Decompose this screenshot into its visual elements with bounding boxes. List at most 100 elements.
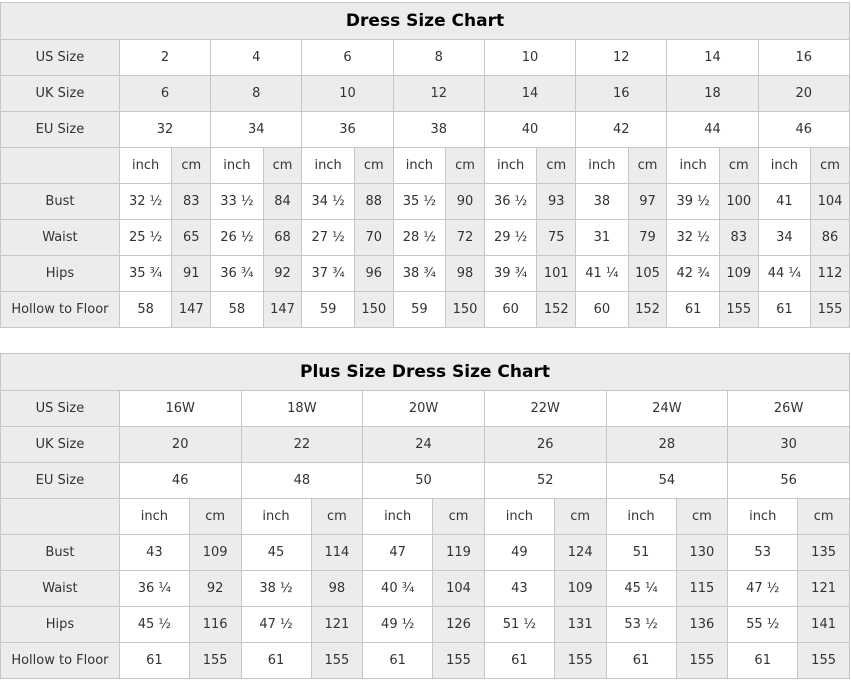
measure-row: Hollow to Floor 61 155 61 155 61 155 61 155 61 155… (0, 642, 850, 679)
size-row: US Size 2 4 6 8 10 12 14 16 (0, 39, 851, 76)
size-value-cell: 12 (575, 39, 668, 76)
measure-inch-cell: 47 ½ (727, 570, 799, 607)
size-value-cell: 56 (727, 462, 850, 499)
measure-cm-cell: 114 (310, 534, 364, 571)
measure-cm-cell: 104 (432, 570, 485, 607)
unit-row-label (0, 498, 120, 535)
measure-inch-cell: 38 ½ (240, 570, 312, 607)
measure-cm-cell: 84 (262, 183, 303, 220)
size-value-cell: 44 (666, 111, 759, 148)
measure-inch-cell: 47 ½ (240, 606, 312, 643)
measure-cm-cell: 155 (718, 291, 759, 328)
size-value-cell: 20 (118, 426, 242, 463)
measure-cm-cell: 109 (718, 255, 759, 292)
size-value-cell: 16W (118, 390, 242, 427)
measure-inch-cell: 61 (118, 642, 190, 679)
chart-title: Plus Size Dress Size Chart (0, 353, 850, 391)
measure-inch-cell: 36 ¾ (210, 255, 264, 292)
size-row: UK Size 6 8 10 12 14 16 18 20 (0, 75, 851, 112)
measure-row: Bust 32 ½ 83 33 ½ 84 34 ½ 88 35 ½ 90 36 ½ 93 38 97 39… (0, 183, 850, 220)
size-value-cell: 28 (605, 426, 729, 463)
measure-inch-cell: 39 ¾ (483, 255, 538, 292)
unit-cm-cell: cm (810, 147, 850, 184)
unit-inch-cell: inch (362, 498, 434, 535)
measure-inch-cell: 42 ¾ (666, 255, 720, 292)
measure-cm-cell: 136 (675, 606, 729, 643)
measure-cm-cell: 112 (810, 255, 850, 292)
measure-cm-cell: 100 (718, 183, 759, 220)
size-value-cell: 26 (483, 426, 607, 463)
measure-cm-cell: 131 (553, 606, 607, 643)
row-label: Hips (0, 606, 120, 643)
unit-cm-cell: cm (627, 147, 668, 184)
measure-cm-cell: 98 (445, 255, 485, 292)
measure-row: Waist 36 ¼ 92 38 ½ 98 40 ¾ 104 43 109 45 ¼ 115 47 ½… (0, 570, 850, 607)
measure-inch-cell: 26 ½ (210, 219, 264, 256)
chart-title: Dress Size Chart (0, 2, 850, 40)
measure-inch-cell: 59 (301, 291, 355, 328)
measure-inch-cell: 61 (605, 642, 677, 679)
row-label: US Size (0, 39, 120, 76)
measure-cm-cell: 101 (536, 255, 577, 292)
measure-row: Bust 43 109 45 114 47 119 49 124 51 130 53 135 (0, 534, 850, 571)
measure-inch-cell: 28 ½ (392, 219, 447, 256)
size-value-cell: 30 (727, 426, 850, 463)
measure-cm-cell: 79 (627, 219, 668, 256)
size-value-cell: 38 (392, 111, 485, 148)
size-value-cell: 10 (483, 39, 577, 76)
size-value-cell: 18 (666, 75, 759, 112)
unit-cm-cell: cm (718, 147, 759, 184)
size-value-cell: 4 (210, 39, 303, 76)
measure-inch-cell: 38 (575, 183, 629, 220)
chart-title-row: Dress Size Chart (0, 2, 850, 40)
measure-inch-cell: 61 (666, 291, 720, 328)
measure-cm-cell: 124 (553, 534, 607, 571)
measure-cm-cell: 150 (353, 291, 394, 328)
measure-inch-cell: 41 (757, 183, 812, 220)
row-label: Bust (0, 534, 120, 571)
unit-inch-cell: inch (666, 147, 720, 184)
chart-title-row: Plus Size Dress Size Chart (0, 353, 850, 391)
measure-cm-cell: 83 (718, 219, 759, 256)
measure-inch-cell: 60 (575, 291, 629, 328)
measure-cm-cell: 150 (445, 291, 485, 328)
measure-inch-cell: 47 (362, 534, 434, 571)
measure-cm-cell: 126 (432, 606, 485, 643)
measure-inch-cell: 35 ½ (392, 183, 447, 220)
size-value-cell: 8 (210, 75, 303, 112)
measure-inch-cell: 55 ½ (727, 606, 799, 643)
measure-cm-cell: 104 (810, 183, 850, 220)
measure-inch-cell: 44 ¼ (757, 255, 812, 292)
measure-inch-cell: 36 ¼ (118, 570, 190, 607)
measure-inch-cell: 61 (240, 642, 312, 679)
unit-inch-cell: inch (301, 147, 355, 184)
measure-inch-cell: 40 ¾ (362, 570, 434, 607)
size-value-cell: 16 (575, 75, 668, 112)
measure-inch-cell: 49 ½ (362, 606, 434, 643)
unit-inch-cell: inch (118, 498, 190, 535)
measure-cm-cell: 70 (353, 219, 394, 256)
row-label: US Size (0, 390, 120, 427)
measure-cm-cell: 152 (627, 291, 668, 328)
unit-cm-cell: cm (553, 498, 607, 535)
measure-cm-cell: 155 (810, 291, 850, 328)
measure-inch-cell: 35 ¾ (118, 255, 173, 292)
table-gap (0, 328, 851, 353)
size-value-cell: 14 (666, 39, 759, 76)
measure-cm-cell: 65 (171, 219, 212, 256)
size-value-cell: 24W (605, 390, 729, 427)
unit-row: inch cm inch cm inch cm inch cm inch cm inch cm inch… (0, 147, 850, 184)
measure-inch-cell: 33 ½ (210, 183, 264, 220)
unit-cm-cell: cm (536, 147, 577, 184)
measure-inch-cell: 59 (392, 291, 447, 328)
size-value-cell: 52 (483, 462, 607, 499)
size-value-cell: 48 (240, 462, 364, 499)
measure-inch-cell: 32 ½ (118, 183, 173, 220)
row-label: Waist (0, 219, 120, 256)
unit-inch-cell: inch (392, 147, 447, 184)
row-label: EU Size (0, 111, 120, 148)
row-label: Hips (0, 255, 120, 292)
measure-cm-cell: 147 (171, 291, 212, 328)
size-value-cell: 6 (118, 75, 212, 112)
